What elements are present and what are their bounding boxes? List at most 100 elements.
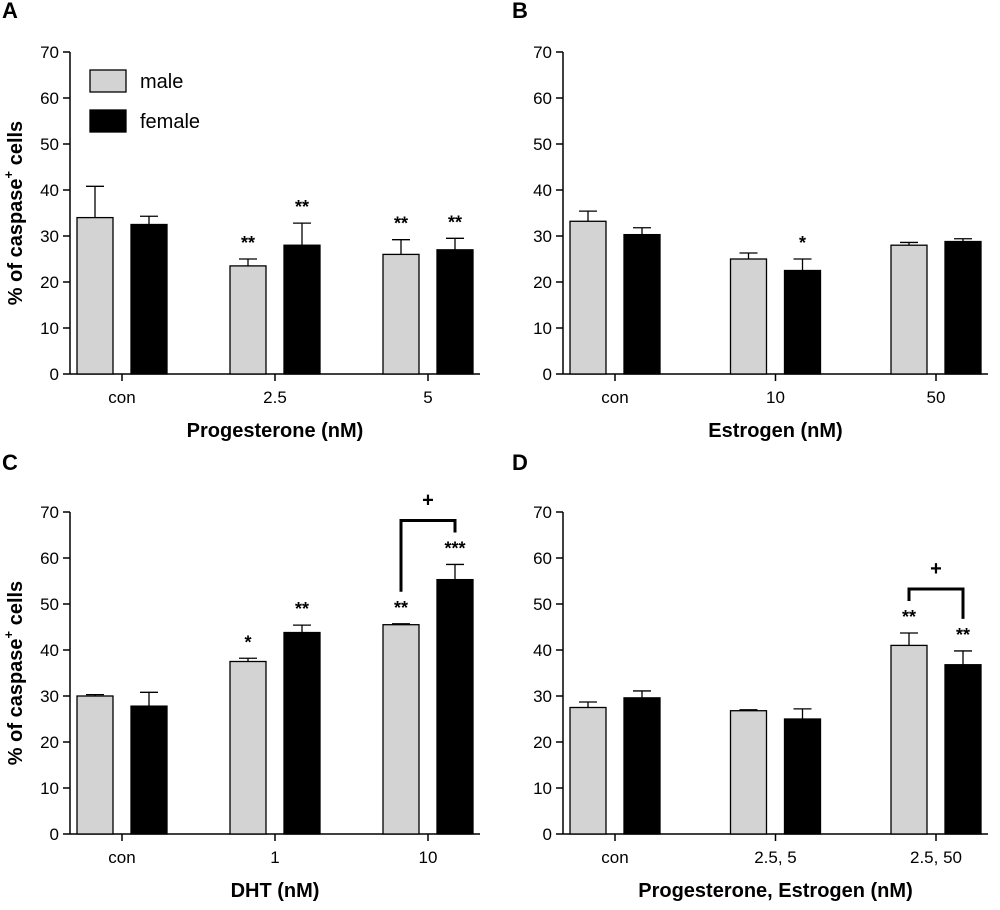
y-axis-label-main: % of caspase xyxy=(5,638,27,765)
significance-label: ** xyxy=(241,233,255,253)
y-tick-label: 30 xyxy=(40,227,59,246)
bar-female xyxy=(130,705,168,835)
y-tick-label: 0 xyxy=(543,365,552,384)
significance-label: * xyxy=(799,233,806,253)
legend-label-female: female xyxy=(140,111,200,133)
y-tick-label: 30 xyxy=(40,687,59,706)
y-tick-label: 20 xyxy=(533,273,552,292)
bar-female xyxy=(130,223,168,375)
significance-label: *** xyxy=(444,538,465,558)
panel-letter: D xyxy=(512,450,528,475)
bracket-label: + xyxy=(422,489,434,511)
bar-female xyxy=(283,631,321,835)
y-axis-label-tail: cells xyxy=(5,121,27,171)
y-axis-label: % of caspase+ cells xyxy=(1,581,27,765)
bracket-label: + xyxy=(930,558,942,580)
bar-male xyxy=(76,695,114,835)
legend-label-male: male xyxy=(140,71,183,93)
legend-swatch-female xyxy=(89,109,127,133)
x-tick-label: con xyxy=(601,848,628,867)
bar-male xyxy=(569,220,607,375)
bar-male xyxy=(382,624,420,835)
y-tick-label: 60 xyxy=(533,549,552,568)
bar-male xyxy=(569,706,607,835)
y-axis-label-superscript: + xyxy=(1,630,16,638)
bar-female xyxy=(783,718,822,835)
y-tick-label: 70 xyxy=(40,503,59,522)
y-tick-label: 50 xyxy=(533,595,552,614)
y-tick-label: 40 xyxy=(40,641,59,660)
x-tick-label: 2.5 xyxy=(263,388,287,407)
y-axis-label-tail: cells xyxy=(5,581,27,631)
y-axis-label: % of caspase+ cells xyxy=(1,121,27,305)
y-tick-label: 20 xyxy=(40,733,59,752)
y-tick-label: 50 xyxy=(40,135,59,154)
panel-letter: B xyxy=(512,0,528,23)
bar-male xyxy=(729,258,768,375)
y-tick-label: 10 xyxy=(40,779,59,798)
bar-male xyxy=(890,244,928,375)
x-tick-label: 5 xyxy=(423,388,432,407)
significance-label: ** xyxy=(902,607,916,627)
bar-female xyxy=(436,249,474,375)
y-tick-label: 40 xyxy=(533,641,552,660)
bar-male xyxy=(382,253,420,375)
panel-c: C 0 10 20 30 40 50 60 70 con 1 10 DHT (nM) % of caspa… xyxy=(1,450,480,902)
y-tick-label: 0 xyxy=(543,825,552,844)
y-tick-label: 10 xyxy=(40,319,59,338)
significance-label: ** xyxy=(295,599,309,619)
y-tick-label: 70 xyxy=(533,503,552,522)
y-tick-label: 20 xyxy=(40,273,59,292)
x-tick-label: 2.5, 50 xyxy=(910,848,962,867)
significance-label: ** xyxy=(295,197,309,217)
y-tick-label: 40 xyxy=(40,181,59,200)
x-axis-label: DHT (nM) xyxy=(231,880,320,902)
bar-female xyxy=(283,244,321,375)
y-axis-label-superscript: + xyxy=(1,170,16,178)
y-tick-label: 60 xyxy=(533,89,552,108)
x-axis-label: Progesterone, Estrogen (nM) xyxy=(638,880,912,902)
x-tick-label: 1 xyxy=(270,848,279,867)
y-tick-label: 50 xyxy=(533,135,552,154)
y-tick-label: 0 xyxy=(50,365,59,384)
y-tick-label: 60 xyxy=(40,89,59,108)
bar-male xyxy=(229,265,267,375)
significance-label: ** xyxy=(956,625,970,645)
x-tick-label: con xyxy=(601,388,628,407)
panel-letter: A xyxy=(2,0,18,23)
x-tick-label: 50 xyxy=(927,388,946,407)
y-tick-label: 50 xyxy=(40,595,59,614)
x-tick-label: 2.5, 5 xyxy=(754,848,797,867)
y-tick-label: 40 xyxy=(533,181,552,200)
bar-female xyxy=(944,240,982,375)
bar-male xyxy=(729,710,768,835)
y-tick-label: 70 xyxy=(533,43,552,62)
panel-b: B 0 10 20 30 40 50 60 70 con 10 50 Estrogen (nM) * xyxy=(512,0,988,442)
x-axis-label: Progesterone (nM) xyxy=(187,420,364,442)
x-tick-label: con xyxy=(108,848,135,867)
y-tick-label: 70 xyxy=(40,43,59,62)
significance-label: ** xyxy=(394,598,408,618)
y-tick-label: 30 xyxy=(533,227,552,246)
comparison-bracket xyxy=(399,518,457,592)
comparison-bracket xyxy=(907,587,965,619)
y-tick-label: 0 xyxy=(50,825,59,844)
significance-label: ** xyxy=(394,214,408,234)
legend-swatch-male xyxy=(89,69,127,93)
bar-male xyxy=(890,644,928,835)
y-tick-label: 10 xyxy=(533,319,552,338)
panel-a: A 0 10 20 30 40 50 60 70 con 2.5 5 Progesterone (nM)… xyxy=(1,0,480,442)
bar-male xyxy=(229,660,267,835)
significance-label: * xyxy=(244,632,251,652)
bar-female xyxy=(623,233,661,375)
bar-female xyxy=(944,664,982,835)
x-tick-label: 10 xyxy=(419,848,438,867)
bar-female xyxy=(436,578,474,835)
significance-label: ** xyxy=(448,212,462,232)
x-tick-label: con xyxy=(108,388,135,407)
bar-female xyxy=(623,697,661,835)
bar-male xyxy=(76,216,114,375)
y-tick-label: 30 xyxy=(533,687,552,706)
